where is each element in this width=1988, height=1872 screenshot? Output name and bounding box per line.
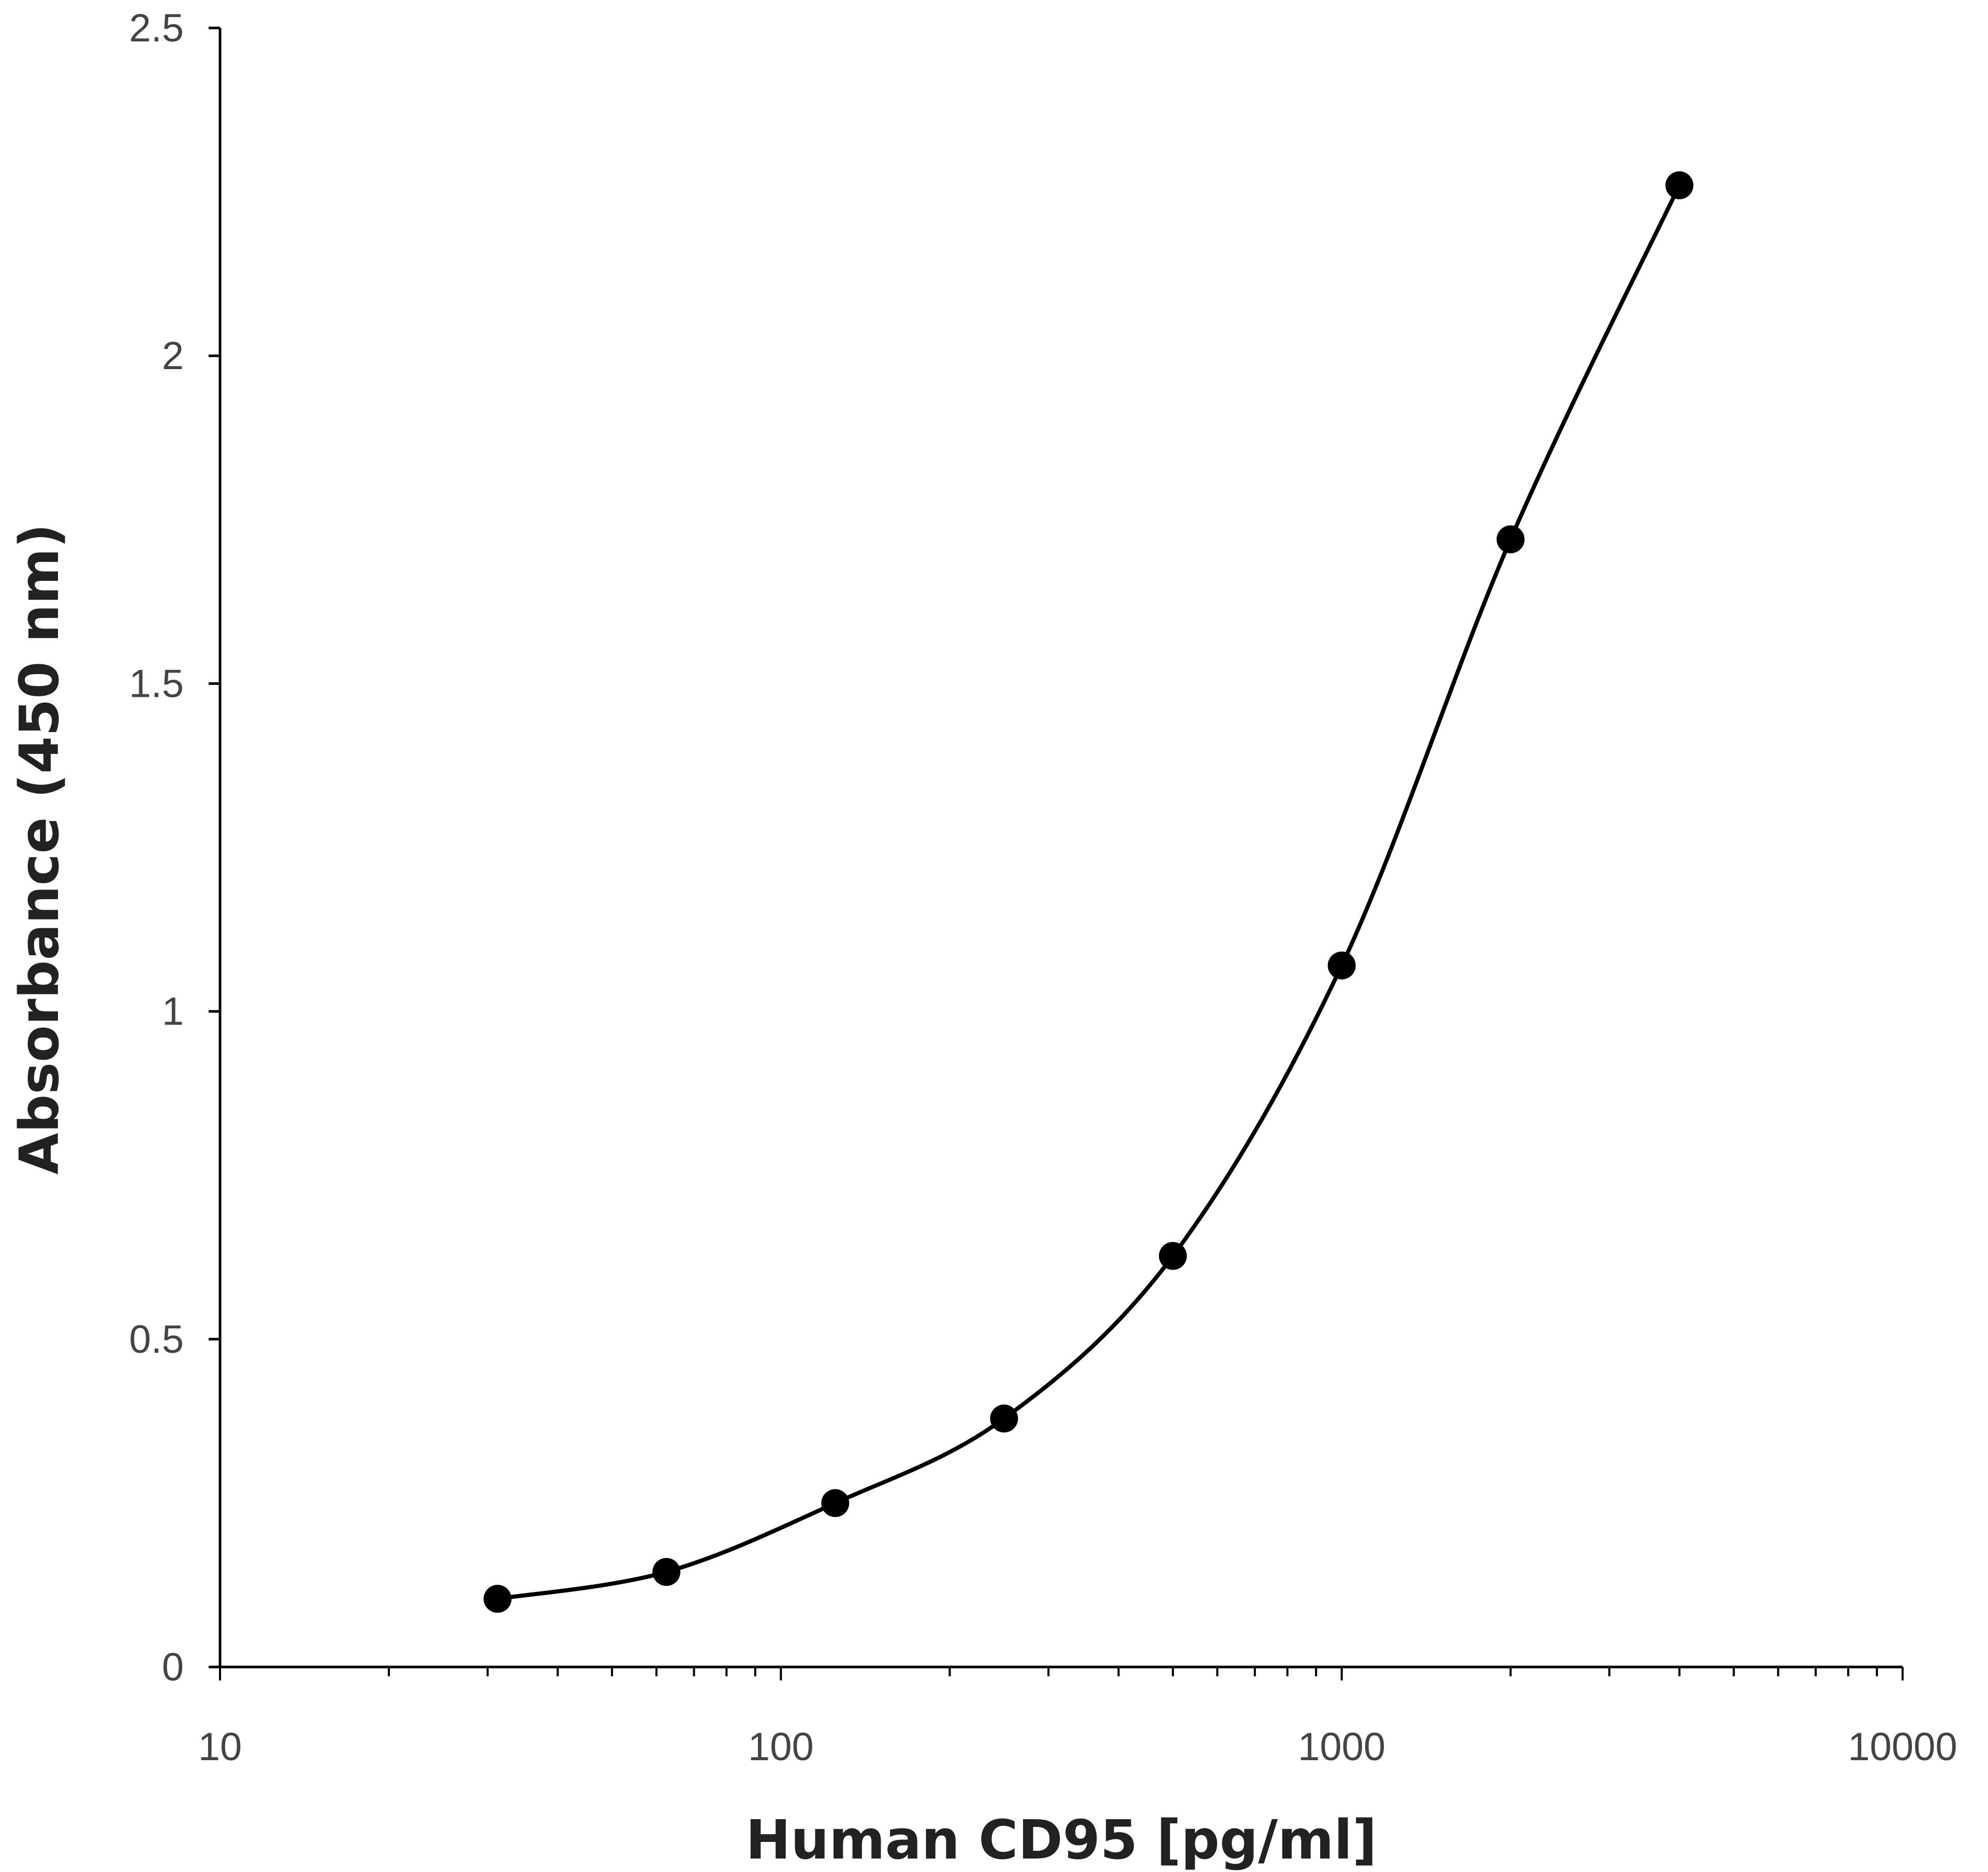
data-point	[1327, 951, 1356, 979]
series-line	[497, 184, 1682, 1601]
data-point	[990, 1405, 1018, 1433]
data-point	[652, 1558, 681, 1586]
data-point	[1665, 171, 1693, 199]
x-tick-label: 10	[198, 1725, 242, 1769]
data-points	[484, 171, 1693, 1613]
x-tick-label: 100	[748, 1725, 814, 1769]
x-tick-label: 10000	[1848, 1725, 1957, 1769]
data-point	[484, 1585, 512, 1613]
x-axis-title: Human CD95 [pg/ml]	[746, 1808, 1377, 1871]
tick-labels: 0 0.5 1 1.5 2 2.5 10 100 1000 10000	[129, 6, 1957, 1769]
y-tick-label: 1.5	[129, 662, 184, 706]
data-point	[821, 1489, 850, 1517]
y-tick-label: 2.5	[129, 6, 184, 50]
y-axis-title: Absorbance (450 nm)	[8, 523, 71, 1174]
axes	[209, 26, 1904, 1680]
y-tick-label: 0	[162, 1645, 184, 1689]
y-tick-label: 1	[162, 990, 184, 1034]
y-tick-label: 2	[162, 334, 184, 378]
data-point	[1159, 1241, 1187, 1270]
y-tick-label: 0.5	[129, 1318, 184, 1362]
data-point	[1496, 525, 1525, 553]
x-tick-label: 1000	[1298, 1725, 1385, 1769]
